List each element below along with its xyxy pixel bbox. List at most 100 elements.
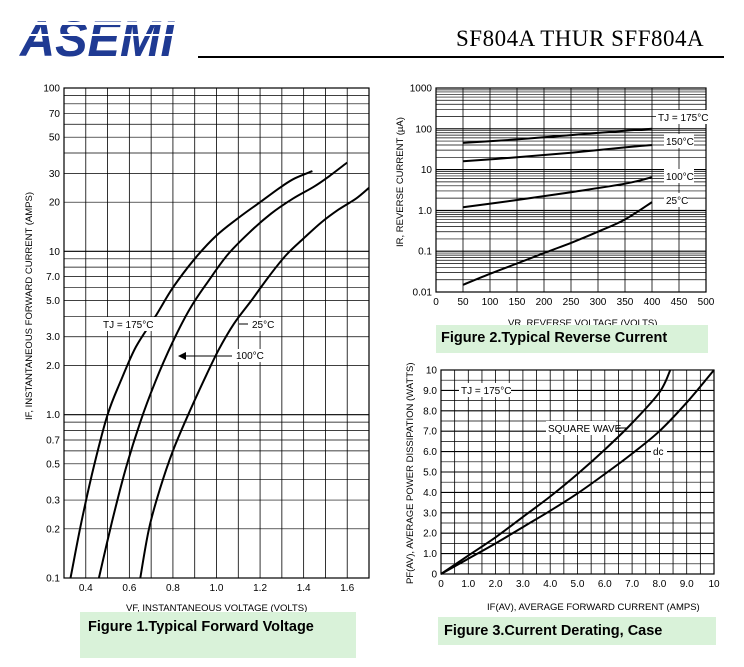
fig3-x-tick-label: 3.0 <box>516 579 530 590</box>
fig1-y-tick-label: 10 <box>49 247 61 258</box>
fig1-x-axis-label: VF, INSTANTANEOUS VOLTAGE (VOLTS) <box>126 603 307 614</box>
fig2-tick-labels: 0 50 100 150 200 250 300 350 400 450 500 1000 100 10 1… <box>410 84 715 309</box>
fig1-y-tick-label: 0.2 <box>46 524 60 535</box>
fig3-annotations: TJ = 175°C SQUARE WAVE dc <box>459 383 667 458</box>
fig3-x-tick-label: 7.0 <box>625 579 639 590</box>
fig1-x-tick-label: 1.0 <box>210 583 224 594</box>
fig1-x-tick-label: 0.8 <box>166 583 180 594</box>
fig2-series-line-3 <box>462 201 653 286</box>
fig3-x-tick-label: 6.0 <box>598 579 612 590</box>
fig1-y-tick-label: 100 <box>43 84 60 95</box>
fig2-grid <box>435 87 707 293</box>
fig1-x-tick-label: 0.6 <box>122 583 136 594</box>
fig3-label-square-wave: SQUARE WAVE <box>548 424 622 435</box>
fig1-y-tick-label: 20 <box>49 198 61 209</box>
fig2-x-tick-label: 300 <box>590 297 607 308</box>
fig2-x-tick-label: 100 <box>482 297 499 308</box>
fig1-annotations: TJ = 175°C 25°C 100°C <box>101 317 278 362</box>
fig1-series-line-0 <box>69 170 313 579</box>
fig1-y-tick-label: 2.0 <box>46 361 60 372</box>
fig2-y-tick-label: 10 <box>421 165 433 176</box>
fig3-x-axis-label: IF(AV), AVERAGE FORWARD CURRENT (AMPS) <box>487 602 700 613</box>
fig3-y-tick-label: 8.0 <box>423 406 437 417</box>
fig2-series-line-0 <box>462 127 653 144</box>
fig1-y-tick-label: 0.3 <box>46 496 60 507</box>
figure-1-caption-text: Figure 1.Typical Forward Voltage <box>88 619 314 635</box>
fig2-x-tick-label: 150 <box>509 297 526 308</box>
fig1-y-tick-label: 50 <box>49 133 61 144</box>
fig3-x-tick-label: 9.0 <box>680 579 694 590</box>
fig1-series-line-2 <box>139 187 370 579</box>
fig1-y-tick-label: 30 <box>49 169 61 180</box>
fig2-x-axis-label: VR, REVERSE VOLTAGE (VOLTS) <box>508 318 657 329</box>
fig1-label-100c: 100°C <box>236 351 264 362</box>
fig1-y-tick-label: 0.5 <box>46 459 60 470</box>
fig3-x-tick-label: 5.0 <box>571 579 585 590</box>
fig3-x-tick-label: 4.0 <box>543 579 557 590</box>
fig1-label-175c: TJ = 175°C <box>103 320 153 331</box>
fig2-plot-frame <box>435 87 707 293</box>
fig3-plot-frame <box>440 369 715 575</box>
figure-3-caption: Figure 3.Current Derating, Case <box>438 617 716 645</box>
fig2-x-tick-label: 0 <box>433 297 439 308</box>
fig1-y-tick-label: 0.7 <box>46 435 60 446</box>
fig1-x-tick-label: 0.4 <box>79 583 93 594</box>
fig1-label-25c: 25°C <box>252 320 274 331</box>
page-title: SF804A THUR SFF804A <box>456 26 705 51</box>
fig2-label-150c: 150°C <box>666 137 694 148</box>
fig2-y-axis-label: IR, REVERSE CURRENT (µA) <box>395 117 406 247</box>
fig3-curves <box>440 369 715 575</box>
fig2-curves <box>462 127 653 286</box>
fig3-y-axis-label: PF(AV), AVERAGE POWER DISSIPATION (WATTS… <box>405 362 416 584</box>
fig1-y-tick-label: 7.0 <box>46 272 60 283</box>
fig2-x-tick-label: 250 <box>563 297 580 308</box>
fig1-curves <box>69 161 370 579</box>
figure-2-caption-text: Figure 2.Typical Reverse Current <box>441 330 668 346</box>
fig3-series-line-0 <box>440 369 672 575</box>
fig1-y-tick-label: 1.0 <box>46 410 60 421</box>
fig1-y-tick-label: 3.0 <box>46 332 60 343</box>
fig1-series-line-1 <box>97 161 348 579</box>
fig2-series-line-2 <box>462 176 653 209</box>
fig1-grid <box>63 87 370 579</box>
fig3-series-line-1 <box>440 369 715 575</box>
fig1-y-axis-label: IF, INSTANTANEOUS FORWARD CURRENT (AMPS) <box>24 192 35 420</box>
fig3-y-tick-label: 7.0 <box>423 427 437 438</box>
fig3-y-tick-label: 4.0 <box>423 488 437 499</box>
fig2-label-100c: 100°C <box>666 172 694 183</box>
fig3-y-tick-label: 5.0 <box>423 468 437 479</box>
fig3-x-tick-label: 10 <box>708 579 720 590</box>
fig2-x-tick-label: 450 <box>671 297 688 308</box>
header-rule <box>198 56 724 58</box>
fig2-x-tick-label: 200 <box>536 297 553 308</box>
fig3-tick-labels: 0 1.0 2.0 3.0 4.0 5.0 6.0 7.0 8.0 9.0 10 10 9.0 8.0 7.… <box>423 366 720 591</box>
fig2-y-tick-label: 0.01 <box>413 288 433 299</box>
fig2-annotations: TJ = 175°C 150°C 100°C 25°C <box>656 110 708 207</box>
figure-1-caption: Figure 1.Typical Forward Voltage <box>80 612 356 658</box>
fig1-x-tick-label: 1.2 <box>253 583 267 594</box>
logo-text: ASEMI <box>18 11 175 64</box>
figure-2-caption: Figure 2.Typical Reverse Current <box>436 325 708 353</box>
fig1-plot-frame <box>63 87 370 579</box>
fig3-x-tick-label: 8.0 <box>652 579 666 590</box>
fig2-y-tick-label: 1.0 <box>418 206 432 217</box>
fig3-grid <box>440 369 715 575</box>
fig3-label-dc: dc <box>653 447 664 458</box>
asemi-logo: ASEMI <box>18 11 178 64</box>
fig2-label-25c: 25°C <box>666 196 688 207</box>
fig2-x-tick-label: 500 <box>698 297 715 308</box>
fig1-x-tick-label: 1.4 <box>297 583 311 594</box>
fig3-y-tick-label: 3.0 <box>423 508 437 519</box>
fig3-y-tick-label: 10 <box>426 366 438 377</box>
fig3-y-tick-label: 9.0 <box>423 386 437 397</box>
fig3-x-tick-label: 0 <box>438 579 444 590</box>
fig2-label-175c: TJ = 175°C <box>658 113 708 124</box>
fig3-x-tick-label: 2.0 <box>489 579 503 590</box>
fig2-x-tick-label: 350 <box>617 297 634 308</box>
fig1-tick-labels: 0.4 0.6 0.8 1.0 1.2 1.4 1.6 100 70 50 30 20 10 7.0 5.0… <box>43 84 354 595</box>
fig1-y-tick-label: 5.0 <box>46 296 60 307</box>
fig2-y-tick-label: 0.1 <box>418 247 432 258</box>
